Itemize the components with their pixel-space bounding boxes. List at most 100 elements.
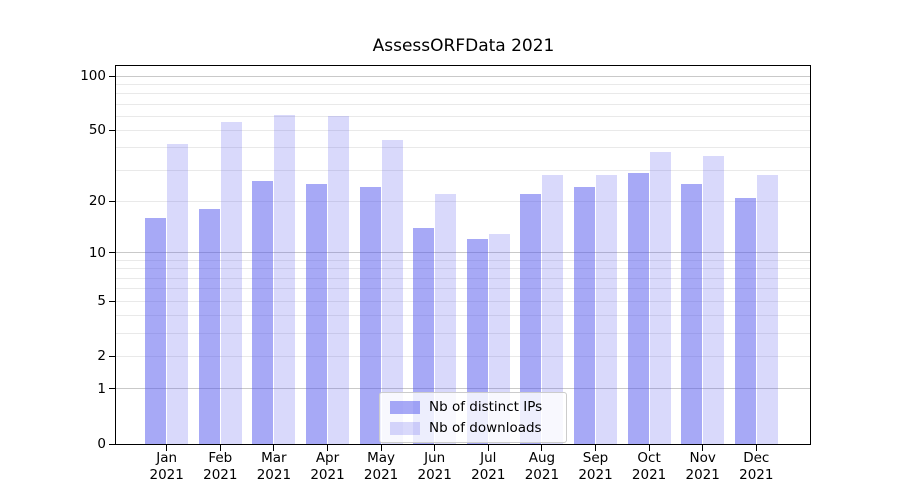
y-tick-mark bbox=[109, 355, 115, 357]
gridline-minor bbox=[116, 332, 810, 334]
x-tick-label: Feb 2021 bbox=[188, 450, 252, 484]
gridline-major bbox=[116, 75, 810, 77]
gridline-minor bbox=[116, 315, 810, 317]
legend: Nb of distinct IPs Nb of downloads bbox=[379, 392, 567, 443]
bar-distinct-ips-apr bbox=[306, 184, 327, 444]
x-tick-mark bbox=[219, 445, 221, 451]
y-tick-label: 2 bbox=[97, 348, 106, 365]
plot-area: Nb of distinct IPs Nb of downloads bbox=[115, 65, 811, 445]
y-tick-mark bbox=[109, 200, 115, 202]
x-tick-year: 2021 bbox=[578, 467, 613, 483]
x-tick-label: Nov 2021 bbox=[671, 450, 735, 484]
bar-downloads-nov bbox=[703, 156, 725, 444]
x-tick-mark bbox=[755, 445, 757, 451]
y-axis: 100 50 20 10 5 2 1 0 bbox=[0, 66, 109, 452]
bar-downloads-dec bbox=[756, 175, 778, 444]
gridline-minor bbox=[116, 147, 810, 149]
x-tick-mark bbox=[541, 445, 543, 451]
y-tick-mark bbox=[109, 252, 115, 254]
x-tick-label: Oct 2021 bbox=[617, 450, 681, 484]
bar-downloads-oct bbox=[649, 151, 671, 444]
x-tick-label: Mar 2021 bbox=[242, 450, 306, 484]
x-tick-label: Jan 2021 bbox=[135, 450, 199, 484]
x-tick-year: 2021 bbox=[256, 467, 292, 483]
y-tick-label: 0 bbox=[97, 436, 106, 452]
x-tick-year: 2021 bbox=[471, 467, 506, 483]
x-tick-month: Apr bbox=[315, 450, 340, 466]
bar-downloads-may bbox=[381, 140, 403, 444]
gridline-minor bbox=[116, 169, 810, 171]
gridline-major bbox=[116, 388, 810, 390]
x-tick-year: 2021 bbox=[631, 467, 667, 483]
bar-downloads-jun bbox=[435, 193, 457, 444]
x-tick-month: Jan bbox=[156, 450, 178, 466]
y-tick-label: 1 bbox=[97, 380, 106, 397]
x-tick-label: Aug 2021 bbox=[510, 450, 574, 484]
x-tick-month: Aug bbox=[528, 450, 556, 466]
bar-distinct-ips-jun bbox=[413, 228, 435, 444]
y-tick-mark bbox=[109, 129, 115, 131]
bar-downloads-apr bbox=[328, 116, 349, 444]
x-tick-month: Mar bbox=[261, 450, 287, 466]
y-tick-mark bbox=[109, 443, 115, 445]
gridline-minor bbox=[116, 103, 810, 105]
bar-distinct-ips-aug bbox=[520, 193, 542, 444]
gridline-minor bbox=[116, 115, 810, 117]
bar-distinct-ips-jan bbox=[145, 218, 167, 444]
x-tick-label: Sep 2021 bbox=[564, 450, 628, 484]
y-tick-label: 10 bbox=[88, 244, 106, 261]
legend-swatch-downloads bbox=[390, 421, 420, 435]
y-tick-label: 20 bbox=[88, 193, 106, 210]
x-tick-label: May 2021 bbox=[349, 450, 413, 484]
y-tick-label: 5 bbox=[97, 293, 106, 310]
x-tick-label: Apr 2021 bbox=[296, 450, 360, 484]
x-tick-year: 2021 bbox=[203, 467, 238, 483]
bar-downloads-mar bbox=[274, 114, 296, 444]
x-tick-label: Jun 2021 bbox=[403, 450, 467, 484]
legend-row-downloads: Nb of downloads bbox=[390, 420, 556, 436]
x-tick-month: Dec bbox=[743, 450, 770, 466]
x-tick-mark bbox=[702, 445, 704, 451]
x-tick-month: Feb bbox=[208, 450, 233, 466]
bar-distinct-ips-mar bbox=[252, 181, 274, 444]
x-tick-month: Oct bbox=[637, 450, 661, 466]
x-tick-year: 2021 bbox=[739, 467, 774, 483]
gridline-minor bbox=[116, 129, 810, 131]
bar-distinct-ips-oct bbox=[627, 172, 649, 444]
x-tick-month: May bbox=[367, 450, 396, 466]
x-tick-year: 2021 bbox=[685, 467, 720, 483]
bar-downloads-jan bbox=[167, 144, 189, 444]
gridline-minor bbox=[116, 268, 810, 270]
x-tick-year: 2021 bbox=[310, 467, 345, 483]
y-tick-label: 50 bbox=[88, 122, 106, 139]
chart-title: AssessORFData 2021 bbox=[372, 36, 555, 56]
x-axis: Jan 2021 Feb 2021 Mar 2021 Apr 2021 May 2021 Jun 20… bbox=[116, 450, 810, 490]
x-tick-year: 2021 bbox=[524, 467, 560, 483]
y-tick-mark bbox=[109, 388, 115, 390]
y-tick-label: 100 bbox=[80, 68, 106, 84]
x-tick-year: 2021 bbox=[363, 467, 399, 483]
bar-distinct-ips-sep bbox=[574, 187, 595, 444]
x-tick-month: Nov bbox=[689, 450, 716, 466]
y-tick-mark bbox=[109, 75, 115, 77]
x-tick-mark bbox=[487, 445, 489, 451]
x-tick-month: Jun bbox=[424, 450, 446, 466]
gridline-minor bbox=[116, 288, 810, 290]
bar-downloads-jul bbox=[488, 233, 510, 444]
gridline-minor bbox=[116, 259, 810, 261]
legend-label-downloads: Nb of downloads bbox=[429, 420, 542, 436]
x-tick-label: Dec 2021 bbox=[724, 450, 788, 484]
bar-downloads-feb bbox=[220, 121, 242, 444]
bar-distinct-ips-feb bbox=[198, 209, 220, 444]
bar-distinct-ips-nov bbox=[681, 184, 703, 444]
x-tick-mark bbox=[327, 445, 328, 451]
x-tick-mark bbox=[648, 445, 650, 451]
bar-downloads-sep bbox=[596, 175, 617, 444]
bar-downloads-aug bbox=[542, 175, 564, 444]
gridline-minor bbox=[116, 200, 810, 202]
x-tick-label: Jul 2021 bbox=[456, 450, 520, 484]
x-tick-month: Jul bbox=[480, 450, 497, 466]
gridline-minor bbox=[116, 93, 810, 95]
x-tick-mark bbox=[166, 445, 168, 451]
x-tick-mark bbox=[273, 445, 275, 451]
